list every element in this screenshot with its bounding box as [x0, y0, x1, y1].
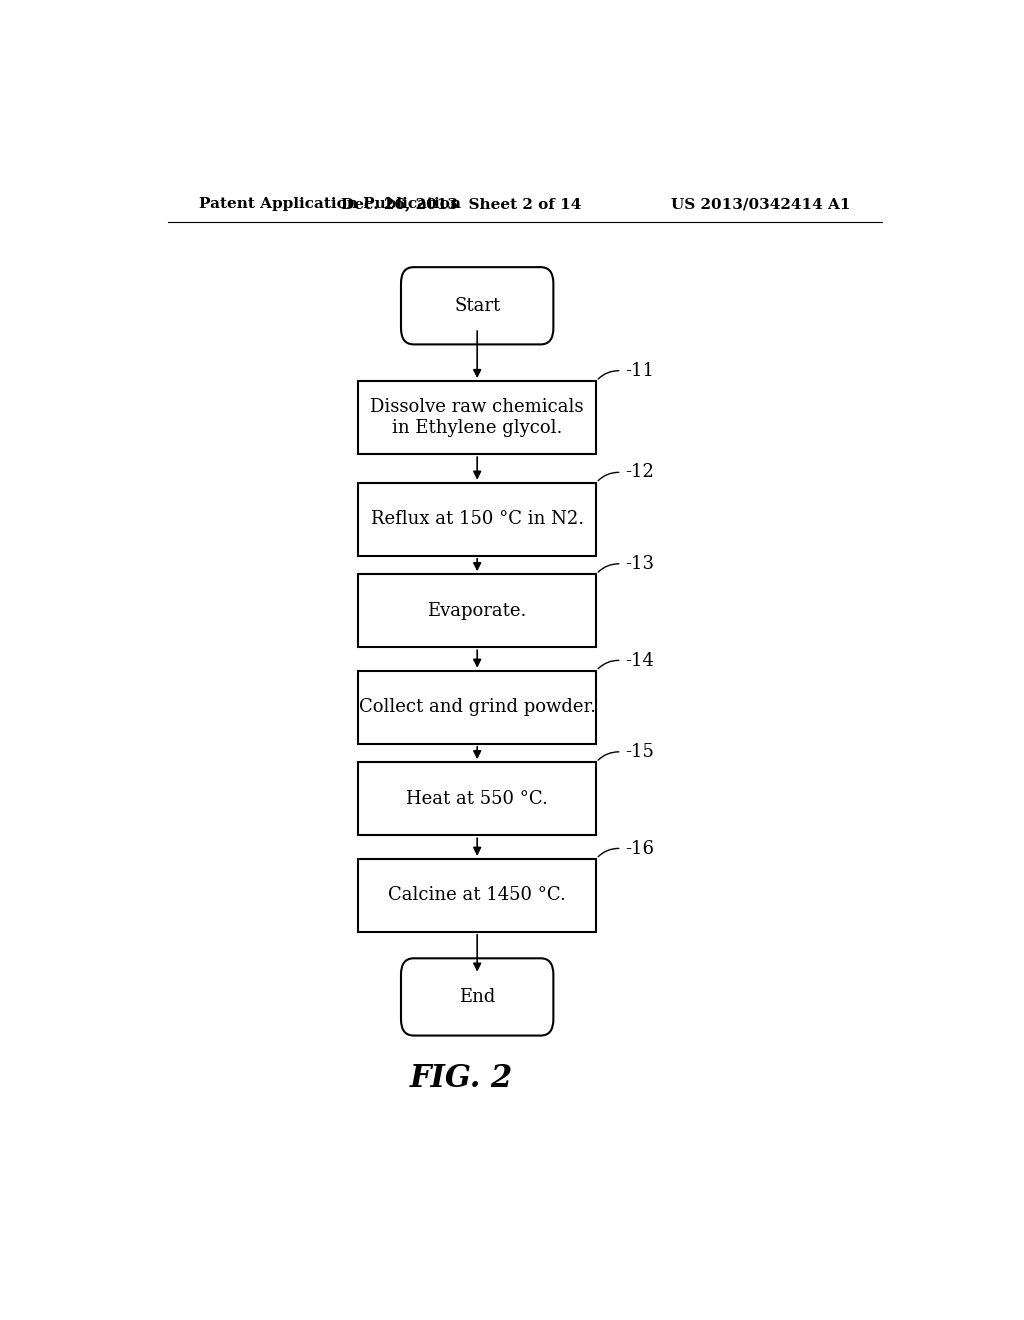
- Text: -15: -15: [626, 743, 654, 760]
- Text: Start: Start: [454, 297, 501, 314]
- FancyBboxPatch shape: [401, 958, 553, 1036]
- Text: US 2013/0342414 A1: US 2013/0342414 A1: [671, 197, 850, 211]
- Text: Dissolve raw chemicals
in Ethylene glycol.: Dissolve raw chemicals in Ethylene glyco…: [371, 399, 584, 437]
- FancyBboxPatch shape: [401, 267, 553, 345]
- Text: Evaporate.: Evaporate.: [427, 602, 527, 619]
- Text: Dec. 26, 2013  Sheet 2 of 14: Dec. 26, 2013 Sheet 2 of 14: [341, 197, 582, 211]
- FancyBboxPatch shape: [358, 381, 596, 454]
- FancyBboxPatch shape: [358, 483, 596, 556]
- Text: End: End: [459, 987, 496, 1006]
- Text: -14: -14: [626, 652, 654, 669]
- Text: -12: -12: [626, 463, 654, 482]
- Text: Reflux at 150 °C in N2.: Reflux at 150 °C in N2.: [371, 511, 584, 528]
- Text: -16: -16: [626, 840, 654, 858]
- Text: -13: -13: [626, 554, 654, 573]
- Text: Heat at 550 °C.: Heat at 550 °C.: [407, 789, 548, 808]
- FancyBboxPatch shape: [358, 762, 596, 836]
- FancyBboxPatch shape: [358, 574, 596, 647]
- FancyBboxPatch shape: [358, 671, 596, 744]
- FancyBboxPatch shape: [358, 859, 596, 932]
- Text: Patent Application Publication: Patent Application Publication: [200, 197, 462, 211]
- Text: Calcine at 1450 °C.: Calcine at 1450 °C.: [388, 886, 566, 904]
- Text: FIG. 2: FIG. 2: [410, 1063, 513, 1094]
- Text: -11: -11: [626, 362, 654, 380]
- Text: Collect and grind powder.: Collect and grind powder.: [358, 698, 596, 717]
